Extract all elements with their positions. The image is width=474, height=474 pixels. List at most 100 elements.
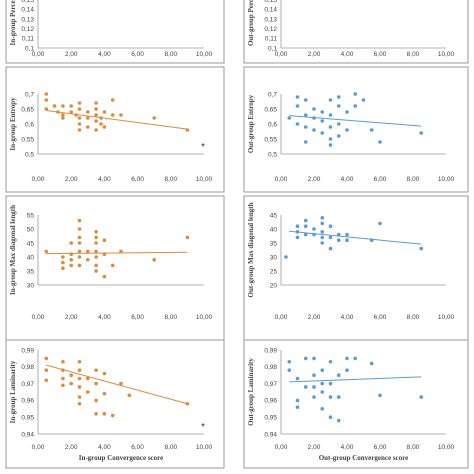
data-point [303, 218, 308, 223]
x-tick-label: 2,00 [308, 314, 321, 321]
data-point [312, 373, 316, 378]
x-tick-label: 10,00 [196, 444, 213, 451]
x-tick-label: 2,00 [308, 176, 321, 183]
data-point [345, 110, 349, 114]
data-point [77, 227, 82, 231]
data-point [287, 116, 292, 120]
data-point [94, 368, 98, 372]
data-point [295, 398, 300, 403]
y-tick-label: 0,7 [25, 91, 34, 98]
data-point [369, 361, 374, 366]
x-axis-title: In-group Convergence score [79, 454, 164, 462]
x-tick-label: 10,00 [438, 51, 455, 58]
data-point [378, 221, 382, 226]
y-tick-label: 0,14 [21, 7, 34, 14]
data-point [77, 376, 82, 381]
data-point [86, 116, 90, 120]
y-tick-label: 0,99 [21, 347, 34, 354]
trend-line [289, 115, 422, 127]
y-tick-label: 0,5 [268, 151, 277, 158]
y-tick-label: 45 [27, 240, 35, 247]
data-point [94, 107, 98, 111]
data-point [295, 376, 300, 381]
data-point [312, 385, 316, 389]
y-axis-title: Out-group Perce [247, 0, 255, 46]
y-tick-label: 0,1 [25, 45, 34, 52]
data-point [303, 98, 308, 102]
x-axis-title: Out-group Convergence score [319, 454, 409, 462]
x-tick-label: 8,00 [407, 176, 420, 183]
panel-frame [5, 66, 225, 193]
y-tick-label: 40 [270, 226, 278, 233]
y-tick-label: 0,1 [268, 45, 277, 52]
data-point [77, 241, 82, 245]
y-tick-label: 55 [27, 212, 35, 219]
data-point [312, 227, 316, 231]
data-point [320, 216, 325, 220]
data-point [303, 125, 308, 129]
data-point [320, 390, 325, 394]
data-point [312, 232, 316, 237]
data-point [69, 373, 73, 378]
chart-panel-4: 0,94 0,95 0,96 0,97 0,98 0,99 0,00 2,00 4,00 6,00… [5, 339, 225, 469]
data-point [102, 371, 107, 376]
y-axis-title: In-group Max diagonal length [9, 205, 17, 295]
x-tick-label: 10,00 [438, 444, 455, 451]
data-point [61, 260, 65, 265]
data-point [361, 98, 366, 102]
data-point [295, 95, 300, 99]
y-tick-label: 40 [27, 254, 35, 261]
x-tick-label: 0,00 [275, 176, 288, 183]
data-point [94, 255, 98, 259]
data-point [345, 356, 349, 361]
data-point [312, 356, 316, 361]
panel-frame [243, 339, 469, 469]
y-tick-label: 0,94 [21, 431, 34, 438]
data-point [320, 221, 325, 226]
trend-line [46, 110, 188, 130]
data-point [94, 113, 98, 117]
x-tick-label: 2,00 [308, 51, 321, 58]
data-point [328, 143, 333, 147]
data-point [320, 407, 325, 411]
data-point [419, 246, 424, 251]
data-point [61, 376, 65, 381]
data-point [69, 263, 73, 268]
data-point [94, 128, 98, 132]
x-tick-label: 10,00 [196, 51, 213, 58]
panel-frame [5, 0, 225, 64]
data-point [328, 415, 333, 420]
data-point [44, 107, 49, 111]
chart-panel-3: 30 35 40 45 50 55 0,00 2,00 4,00 6,00 8,00 10,00 In-… [5, 195, 225, 341]
data-point [44, 98, 49, 102]
x-tick-label: 0,00 [32, 444, 45, 451]
x-tick-label: 8,00 [164, 314, 177, 321]
x-tick-label: 4,00 [341, 314, 354, 321]
data-point [336, 238, 341, 242]
data-point [320, 235, 325, 240]
x-tick-label: 0,00 [32, 51, 45, 58]
data-point [69, 104, 73, 108]
y-tick-label: 0,15 [264, 0, 277, 4]
x-tick-label: 10,00 [196, 314, 213, 321]
data-point [94, 241, 98, 245]
data-point [94, 269, 98, 273]
data-point [77, 235, 82, 240]
chart-panel-1: 0,1 0,11 0,12 0,13 0,14 0,15 0,00 2,00 4,00 6,00 8… [5, 0, 225, 64]
data-point [69, 258, 73, 262]
data-point [99, 122, 103, 126]
x-tick-label: 0,00 [275, 314, 288, 321]
data-point [328, 98, 333, 102]
y-tick-label: 0,11 [265, 36, 278, 43]
y-tick-label: 0,97 [264, 381, 277, 388]
y-axis-title: In-group Entropy [9, 97, 17, 151]
y-tick-label: 30 [270, 254, 278, 261]
data-point [61, 116, 65, 120]
data-point [295, 224, 300, 228]
data-point [353, 104, 358, 108]
data-point [102, 391, 107, 396]
x-tick-label: 10,00 [438, 176, 455, 183]
data-point [94, 381, 98, 386]
data-point [284, 255, 288, 259]
chart-panel-6: 0,5 0,55 0,6 0,65 0,7 0,00 2,00 4,00 6,00 8,00 10,… [243, 66, 469, 193]
